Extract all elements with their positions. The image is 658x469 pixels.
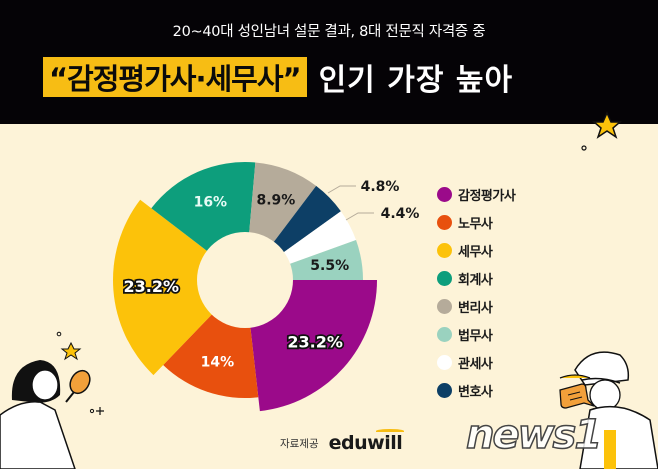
legend-dot [437,186,452,202]
legend-item: 변호사 [437,376,515,404]
slice-value-label: 16% [194,194,228,210]
donut-hole [197,232,293,328]
source-label: 자료제공 [280,437,319,450]
pie-slice [112,199,245,376]
slice-value-label: 14% [201,354,235,370]
legend-dot [437,214,452,230]
legend-dot [437,354,452,370]
legend-item: 세무사 [437,236,515,264]
eduwill-logo: eduwill [329,429,405,454]
legend-dot [437,270,452,286]
slice-value-label: 8.9% [256,193,295,209]
header-banner: 20~40대 성인남녀 설문 결과, 8대 전문직 자격증 중 “감정평가사·세… [0,0,658,124]
slice-value-label: 5.5% [310,258,349,274]
chart-labels: 23.2% 14% 23.2% 16% 8.9% 4.8% 4.4% 5.5% [122,179,420,370]
legend-item: 관세사 [437,348,515,376]
speech-bubble-icon [559,383,595,409]
subtitle: 20~40대 성인남녀 설문 결과, 8대 전문직 자격증 중 [172,24,486,40]
woman-magnifier-illustration [0,331,104,469]
legend-dot [437,326,452,342]
legend-item: 감정평가사 [437,180,516,208]
chart-legend: 감정평가사 노무사 세무사 회계사 변리사 법무사 관세사 변호사 [437,180,516,404]
leader-line-4.8 [327,185,356,194]
legend-dot [437,382,452,398]
man-cap-illustration [559,351,658,469]
legend-item: 법무사 [437,320,515,348]
legend-dot [437,242,452,258]
title-highlight: “감정평가사·세무사” [43,57,307,97]
sparkle-icon [581,145,587,151]
legend-dot [437,298,452,314]
legend-item: 회계사 [437,264,515,292]
title-rest: 인기 가장 높아 [318,63,514,98]
logo-swoosh-icon [376,429,405,433]
slice-value-label: 4.4% [381,206,420,222]
title: “감정평가사·세무사” 인기 가장 높아 [43,57,514,98]
slice-value-label: 4.8% [361,179,400,195]
slice-value-label: 23.2% [287,333,343,352]
news1-watermark: news1 [465,411,603,459]
legend-item: 노무사 [437,208,515,236]
source-credit: 자료제공 eduwill [280,429,405,454]
slice-value-label: 23.2% [124,277,180,296]
legend-item: 변리사 [437,292,515,320]
star-icon [591,111,623,139]
leader-line-4.4 [345,212,374,221]
